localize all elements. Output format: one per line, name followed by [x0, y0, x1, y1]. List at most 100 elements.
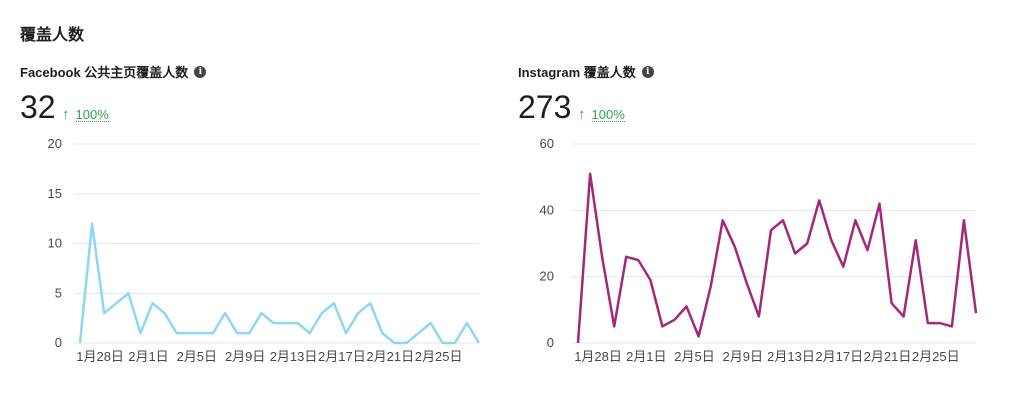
data-point[interactable] [161, 309, 169, 317]
data-point[interactable] [948, 322, 956, 330]
data-point[interactable] [294, 319, 302, 327]
x-tick-label: 2月25日 [912, 349, 960, 364]
x-tick-label: 2月9日 [225, 349, 265, 364]
change-indicator: ↑ 100% [578, 106, 625, 123]
data-point[interactable] [185, 329, 193, 337]
data-point[interactable] [282, 319, 290, 327]
panel-title: Instagram 覆盖人数 i [518, 62, 654, 81]
data-point[interactable] [803, 240, 811, 248]
change-percent[interactable]: 100% [591, 106, 625, 122]
x-tick-label: 2月17日 [815, 349, 863, 364]
series-line [576, 172, 978, 344]
data-point[interactable] [427, 319, 435, 327]
x-tick-label: 1月28日 [574, 349, 622, 364]
data-point[interactable] [743, 279, 751, 287]
data-point[interactable] [463, 319, 471, 327]
data-point[interactable] [76, 339, 84, 347]
x-tick-label: 2月1日 [626, 349, 666, 364]
y-tick-label: 20 [48, 136, 62, 151]
arrow-up-icon: ↑ [578, 106, 586, 123]
data-point[interactable] [622, 253, 630, 261]
data-point[interactable] [610, 322, 618, 330]
data-point[interactable] [402, 339, 410, 347]
data-point[interactable] [475, 339, 483, 347]
data-point[interactable] [390, 339, 398, 347]
x-tick-label: 2月21日 [864, 349, 912, 364]
data-point[interactable] [598, 253, 606, 261]
x-tick-label: 2月17日 [318, 349, 366, 364]
data-point[interactable] [634, 256, 642, 264]
data-point[interactable] [839, 263, 847, 271]
x-tick-label: 2月21日 [366, 349, 414, 364]
data-point[interactable] [245, 329, 253, 337]
y-tick-label: 5 [55, 285, 62, 300]
data-point[interactable] [149, 299, 157, 307]
data-point[interactable] [269, 319, 277, 327]
x-tick-label: 2月5日 [674, 349, 714, 364]
data-point[interactable] [221, 309, 229, 317]
data-point[interactable] [719, 216, 727, 224]
data-point[interactable] [767, 226, 775, 234]
data-point[interactable] [876, 200, 884, 208]
data-point[interactable] [574, 339, 582, 347]
data-point[interactable] [755, 312, 763, 320]
data-point[interactable] [695, 332, 703, 340]
data-point[interactable] [342, 329, 350, 337]
section-title: 覆盖人数 [20, 27, 85, 44]
data-point[interactable] [936, 319, 944, 327]
panel-title-text: Instagram 覆盖人数 [518, 65, 636, 80]
data-point[interactable] [451, 339, 459, 347]
data-point[interactable] [439, 339, 447, 347]
total-reach-value: 32 [20, 89, 56, 125]
data-point[interactable] [136, 329, 144, 337]
y-tick-label: 20 [540, 269, 554, 284]
info-icon[interactable]: i [194, 65, 207, 78]
data-point[interactable] [863, 246, 871, 254]
data-point[interactable] [366, 299, 374, 307]
data-point[interactable] [731, 243, 739, 251]
change-percent[interactable]: 100% [75, 106, 109, 122]
data-point[interactable] [851, 216, 859, 224]
y-tick-label: 10 [48, 236, 62, 251]
data-point[interactable] [306, 329, 314, 337]
data-point[interactable] [330, 299, 338, 307]
data-point[interactable] [960, 216, 968, 224]
data-point[interactable] [173, 329, 181, 337]
x-tick-label: 2月1日 [128, 349, 168, 364]
info-icon[interactable]: i [641, 65, 654, 78]
data-point[interactable] [707, 283, 715, 291]
data-point[interactable] [415, 329, 423, 337]
data-point[interactable] [888, 299, 896, 307]
data-point[interactable] [233, 329, 241, 337]
data-point[interactable] [378, 329, 386, 337]
data-point[interactable] [209, 329, 217, 337]
x-tick-label: 1月28日 [76, 349, 124, 364]
total-reach-value: 273 [518, 89, 572, 125]
data-point[interactable] [124, 289, 132, 297]
data-point[interactable] [88, 220, 96, 228]
instagram-reach-chart: 0 20 40 60 1月28日 2月1日 2月5日 2月9日 2月13日 2月17日 2月21日 2… [540, 136, 980, 364]
data-point[interactable] [658, 322, 666, 330]
data-point[interactable] [112, 299, 120, 307]
x-tick-label: 2月13日 [270, 349, 318, 364]
data-point[interactable] [197, 329, 205, 337]
data-point[interactable] [586, 170, 594, 178]
data-point[interactable] [779, 216, 787, 224]
data-point[interactable] [670, 316, 678, 324]
data-point[interactable] [100, 309, 108, 317]
data-point[interactable] [900, 312, 908, 320]
data-point[interactable] [924, 319, 932, 327]
arrow-up-icon: ↑ [62, 106, 70, 123]
data-point[interactable] [815, 196, 823, 204]
data-point[interactable] [683, 303, 691, 311]
series-line [78, 222, 481, 345]
data-point[interactable] [318, 309, 326, 317]
data-point[interactable] [791, 249, 799, 257]
data-point[interactable] [354, 309, 362, 317]
x-tick-label: 2月9日 [723, 349, 763, 364]
data-point[interactable] [912, 236, 920, 244]
data-point[interactable] [257, 309, 265, 317]
data-point[interactable] [972, 309, 980, 317]
data-point[interactable] [827, 236, 835, 244]
data-point[interactable] [646, 276, 654, 284]
